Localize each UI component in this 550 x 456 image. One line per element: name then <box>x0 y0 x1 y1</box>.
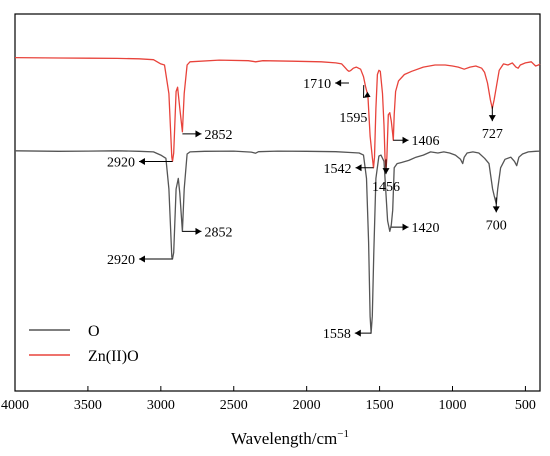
annotation-arrow-head <box>382 168 390 175</box>
plot-frame <box>14 13 541 392</box>
x-axis-ticks: 4000 3500 3000 2500 2000 1500 1000 500 <box>1 386 536 413</box>
x-tick-label: 2000 <box>293 398 321 413</box>
annotation-arrow-head <box>335 79 342 87</box>
annotation-label: 727 <box>482 127 503 142</box>
peak-annotations: 1710 2852 2920 1595 1542 1456 1406 727 2852 2920 1… <box>107 77 507 342</box>
annotation-label: 700 <box>486 218 507 233</box>
x-axis-title: Wavelength/cm−1 <box>231 428 349 448</box>
annotation-arrow-head <box>355 164 362 172</box>
annotation-label: 1456 <box>372 180 400 195</box>
x-tick-label: 500 <box>515 398 536 413</box>
legend-label-1: Zn(II)O <box>88 348 139 365</box>
annotation-arrow-head <box>488 115 496 122</box>
series-line-0 <box>14 150 541 334</box>
annotation-arrow-head <box>402 223 409 231</box>
annotation-arrow-head <box>138 157 145 165</box>
legend-label-0: O <box>88 323 100 340</box>
annotation-label: 1420 <box>412 221 440 236</box>
annotation-label: 2852 <box>204 225 232 240</box>
series-layer <box>14 56 541 334</box>
legend: O Zn(II)O <box>29 323 139 365</box>
annotation-arrow-head <box>354 329 361 337</box>
x-tick-label: 3500 <box>74 398 102 413</box>
annotation-label: 1710 <box>303 77 331 92</box>
annotation-label: 1595 <box>339 111 367 126</box>
x-axis-title-superscript: −1 <box>337 428 349 440</box>
x-tick-label: 3000 <box>147 398 175 413</box>
annotation-label: 2920 <box>107 155 135 170</box>
annotation-arrow-head <box>195 130 202 138</box>
annotation-label: 1558 <box>323 327 351 342</box>
annotation-arrow-head <box>138 255 145 263</box>
annotation-arrow-head <box>195 227 202 235</box>
annotation-label: 1542 <box>324 162 352 177</box>
x-tick-label: 4000 <box>1 398 29 413</box>
annotation-arrow-head <box>402 136 409 144</box>
annotation-label: 2852 <box>204 128 232 143</box>
annotation-arrow-head <box>363 91 371 98</box>
x-tick-label: 1000 <box>439 398 467 413</box>
x-axis-title-text: Wavelength/cm <box>231 429 337 448</box>
annotation-label: 2920 <box>107 253 135 268</box>
annotation-arrow-head <box>492 206 500 213</box>
annotation-label: 1406 <box>412 134 440 149</box>
series-line-1 <box>14 56 541 171</box>
x-tick-label: 2500 <box>220 398 248 413</box>
x-tick-label: 1500 <box>366 398 394 413</box>
